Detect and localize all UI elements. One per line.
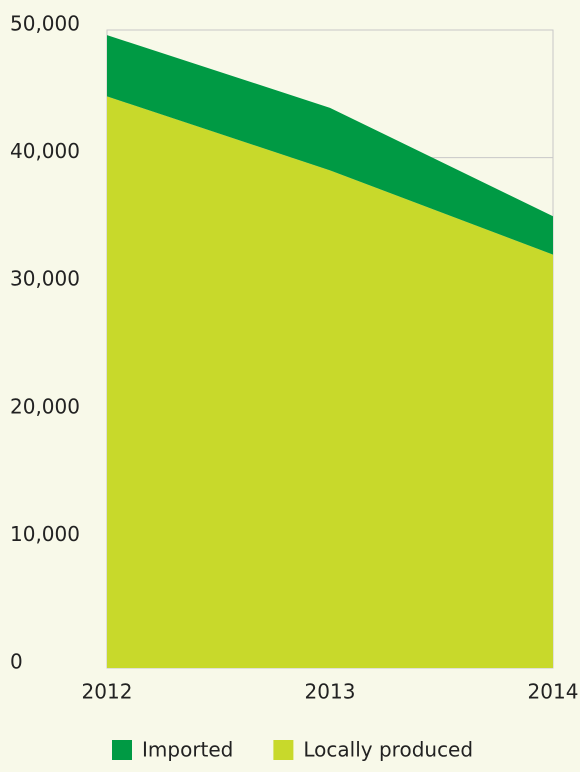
area <box>107 35 553 255</box>
y-tick-label: 10,000 <box>10 522 80 546</box>
legend-label: Locally produced <box>303 738 473 762</box>
y-tick-label: 40,000 <box>10 139 80 163</box>
legend-swatch <box>112 740 132 760</box>
legend-swatch <box>273 740 294 760</box>
y-tick-label: 30,000 <box>10 267 80 291</box>
y-tick-label: 50,000 <box>10 12 80 36</box>
x-tick-label: 2013 <box>305 680 356 704</box>
x-tick-label: 2012 <box>82 680 133 704</box>
y-tick-label: 0 <box>10 650 23 674</box>
y-tick-label: 20,000 <box>10 394 80 418</box>
legend-label: Imported <box>142 738 233 762</box>
x-tick-label: 2014 <box>528 680 579 704</box>
area <box>107 96 553 669</box>
